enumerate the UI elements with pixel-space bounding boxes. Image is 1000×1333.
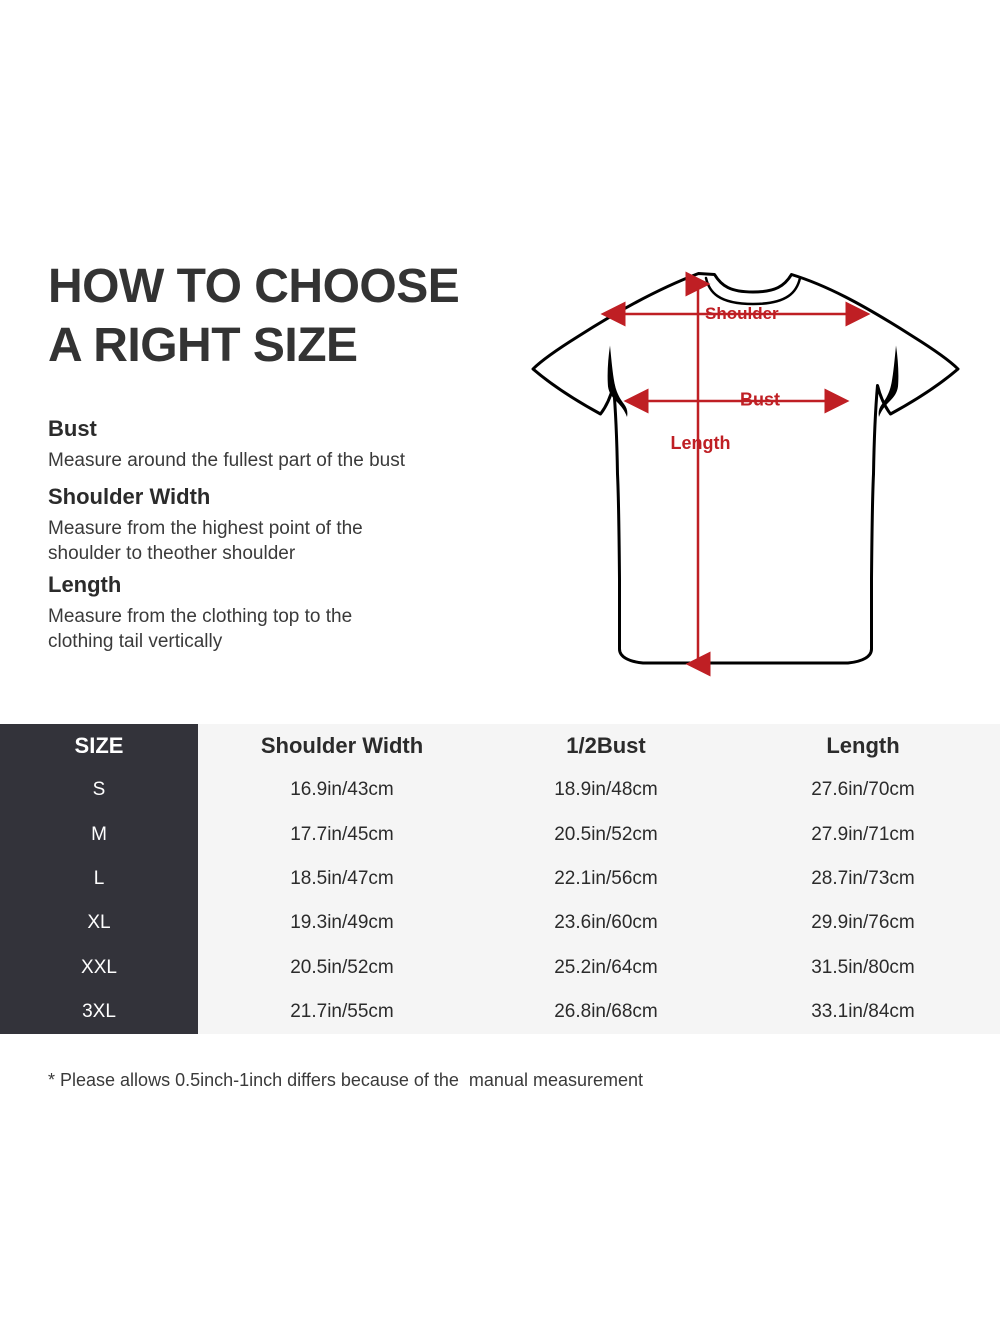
svg-text:Length: Length xyxy=(671,433,731,453)
svg-text:Shoulder: Shoulder xyxy=(705,304,779,323)
svg-text:Bust: Bust xyxy=(740,390,780,410)
